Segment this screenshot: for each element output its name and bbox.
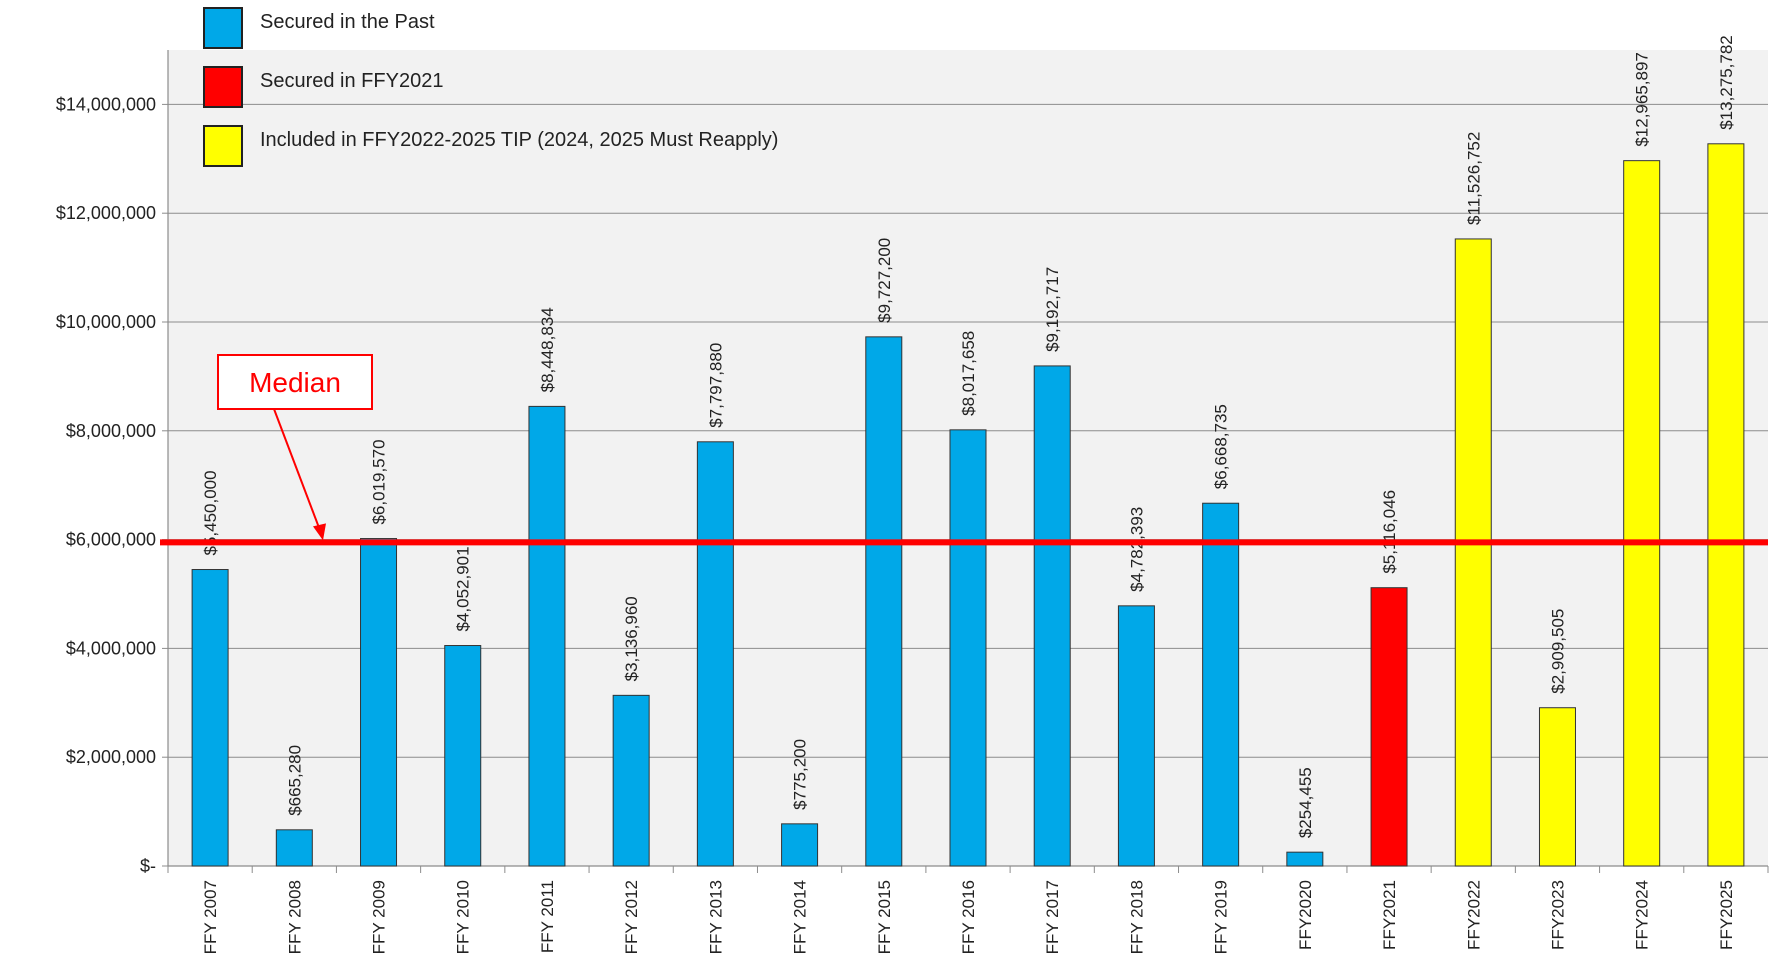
data-label: $12,965,897 bbox=[1633, 52, 1652, 147]
data-label: $5,116,046 bbox=[1380, 490, 1399, 574]
data-label: $5,450,000 bbox=[201, 470, 220, 555]
data-label: $11,526,752 bbox=[1464, 132, 1483, 225]
data-label: $7,797,880 bbox=[706, 343, 725, 428]
x-category-label: FFY 2017 bbox=[1043, 880, 1062, 954]
y-tick-label: $10,000,000 bbox=[56, 312, 156, 332]
x-category-label: FFY 2010 bbox=[454, 880, 473, 954]
x-category-label: FFY2020 bbox=[1296, 880, 1315, 950]
legend-swatch bbox=[203, 7, 243, 49]
data-label: $8,448,834 bbox=[538, 307, 557, 392]
legend-swatch bbox=[203, 66, 243, 108]
bar bbox=[275, 829, 313, 867]
bars bbox=[191, 143, 1745, 867]
bar bbox=[949, 429, 987, 867]
x-category-label: FFY2024 bbox=[1633, 880, 1652, 950]
x-category-label: FFY 2016 bbox=[959, 880, 978, 954]
bar bbox=[781, 823, 819, 867]
data-label: $8,017,658 bbox=[959, 331, 978, 416]
bar bbox=[612, 694, 650, 867]
bar bbox=[1623, 160, 1661, 867]
data-labels: $5,450,000 $665,280 $6,019,570 $4,052,901 $8… bbox=[201, 35, 1736, 838]
bar bbox=[1454, 238, 1492, 867]
x-category-label: FFY 2018 bbox=[1127, 880, 1146, 954]
x-category-label: FFY 2007 bbox=[201, 880, 220, 954]
bar bbox=[1033, 365, 1071, 867]
bar bbox=[696, 441, 734, 867]
x-category-label: FFY 2008 bbox=[285, 880, 304, 954]
data-label: $4,782,393 bbox=[1127, 507, 1146, 592]
median-arrowhead bbox=[313, 523, 326, 541]
x-category-label: FFY 2015 bbox=[875, 880, 894, 954]
bar bbox=[1286, 851, 1324, 867]
legend-label: Included in FFY2022-2025 TIP (2024, 2025… bbox=[260, 129, 778, 151]
x-category-label: FFY 2014 bbox=[791, 880, 810, 954]
bar bbox=[1707, 143, 1745, 867]
x-category-label: FFY 2009 bbox=[370, 880, 389, 954]
median-label-box bbox=[217, 354, 373, 410]
data-label: $775,200 bbox=[791, 739, 810, 810]
x-category-label: FFY 2011 bbox=[538, 880, 557, 953]
x-category-label: FFY 2012 bbox=[622, 880, 641, 954]
x-category-label: FFY 2019 bbox=[1212, 880, 1231, 954]
data-label: $13,275,782 bbox=[1717, 35, 1736, 130]
y-tick-label: $2,000,000 bbox=[66, 747, 156, 767]
data-label: $6,668,735 bbox=[1212, 404, 1231, 489]
bar bbox=[528, 405, 566, 867]
median-label: Median bbox=[249, 367, 341, 398]
y-tick-label: $6,000,000 bbox=[66, 530, 156, 550]
bar bbox=[1370, 587, 1408, 867]
bar bbox=[865, 336, 903, 867]
data-label: $2,909,505 bbox=[1548, 609, 1567, 694]
x-category-label: FFY2023 bbox=[1548, 880, 1567, 950]
y-tick-label: $- bbox=[140, 856, 156, 876]
bar bbox=[191, 569, 229, 867]
y-tick-label: $14,000,000 bbox=[56, 94, 156, 114]
data-label: $665,280 bbox=[285, 745, 304, 816]
data-label: $4,052,901 bbox=[454, 546, 473, 631]
x-category-label: FFY2021 bbox=[1380, 880, 1399, 950]
median-arrow-line bbox=[273, 408, 321, 531]
x-category-label: FFY 2013 bbox=[706, 880, 725, 954]
legend-swatch bbox=[203, 125, 243, 167]
bar bbox=[1538, 707, 1576, 867]
y-tick-label: $4,000,000 bbox=[66, 638, 156, 658]
legend: Secured in the Past Secured in FFY2021 Inc… bbox=[203, 7, 778, 167]
y-tick-label: $8,000,000 bbox=[66, 421, 156, 441]
legend-label: Secured in the Past bbox=[260, 11, 435, 33]
data-label: $6,019,570 bbox=[370, 439, 389, 524]
bar bbox=[1117, 605, 1155, 867]
data-label: $254,455 bbox=[1296, 767, 1315, 838]
bar bbox=[444, 645, 482, 867]
x-category-label: FFY2025 bbox=[1717, 880, 1736, 950]
legend-label: Secured in FFY2021 bbox=[260, 70, 443, 92]
y-tick-label: $12,000,000 bbox=[56, 203, 156, 223]
bar bbox=[1202, 502, 1240, 867]
data-label: $9,192,717 bbox=[1043, 267, 1062, 352]
x-category-label: FFY2022 bbox=[1464, 880, 1483, 950]
data-label: $3,136,960 bbox=[622, 596, 641, 681]
x-axis: FFY 2007 FFY 2008 FFY 2009 FFY 2010 FFY 2011… bbox=[167, 865, 1769, 954]
y-axis: $- $2,000,000 $4,000,000 $6,000,000 $8,000,0… bbox=[56, 50, 169, 876]
median-annotation: Median bbox=[160, 354, 1768, 546]
bar bbox=[360, 538, 398, 867]
data-label: $9,727,200 bbox=[875, 238, 894, 323]
